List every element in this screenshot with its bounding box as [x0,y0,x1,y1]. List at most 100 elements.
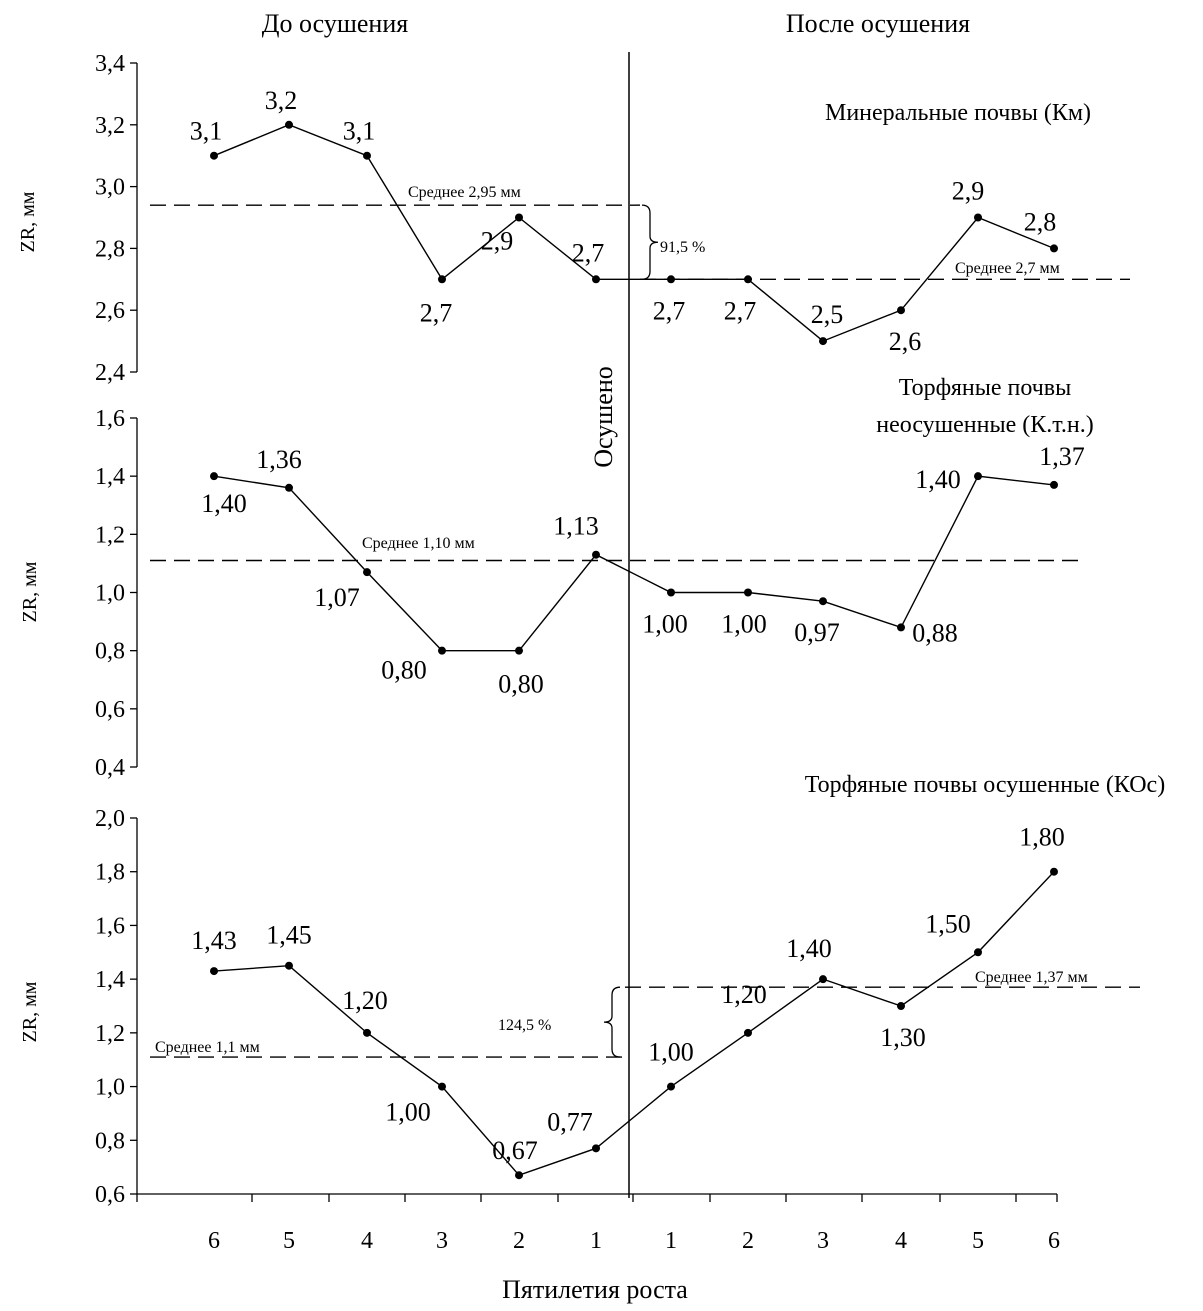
x-tick-label: 4 [361,1228,373,1254]
x-tick-label: 1 [590,1228,602,1254]
panel-2-y-tick-label: 1,0 [95,581,125,607]
panel-1-data-label: 3,1 [190,117,223,146]
panel-1-y-tick-label: 3,0 [95,175,125,201]
panel-3-data-point [592,1144,600,1153]
panel-2-data-point [897,623,905,632]
panel-3-y-tick-label: 1,0 [95,1075,125,1101]
panel-1-mean-label: Среднее 2,95 мм [408,184,521,201]
panel-3-data-label: 1,00 [385,1098,431,1127]
panel-1-data-point [210,151,218,160]
panel-3-y-tick-label: 1,2 [95,1021,125,1047]
panel-3-data-label: 1,50 [925,909,971,938]
panel-3-data-point [285,961,293,970]
panel-2-data-point [1050,480,1058,489]
panel-1-data-label: 3,2 [265,86,298,115]
panel-2-data-label: 0,88 [912,618,958,647]
panel-3-data-point [819,975,827,984]
panel-3-data-label: 1,43 [191,926,237,955]
panel-2-data-point [667,588,675,597]
panel-3-data-point [363,1028,371,1037]
panel-1-data-label: 2,7 [653,296,686,325]
panel-1-data-point [667,275,675,284]
panel-1-y-tick-label: 2,8 [95,236,125,262]
panel-3-change-brace [603,986,621,1058]
panel-2-y-tick-label: 1,4 [95,464,125,490]
x-tick-label: 1 [665,1228,677,1254]
panel-2-y-tick-label: 0,6 [95,697,125,723]
panel-1-data-point [974,213,982,222]
panel-1-y-tick-label: 2,4 [95,360,125,386]
panel-3-title: Торфяные почвы осушенные (КОс) [805,772,1165,798]
panel-3-data-label: 0,67 [492,1136,538,1165]
panel-3-y-tick-label: 1,6 [95,913,125,939]
panel-3-data-label: 1,00 [648,1038,694,1067]
panel-2-data-point [592,550,600,559]
panel-1-data-label: 2,9 [952,177,985,206]
panel-1-y-axis-label: ZR, мм [17,191,39,252]
drained-marker: Осушено [589,366,618,467]
panel-3-y-tick-label: 1,4 [95,967,125,993]
panel-3-y-tick-label: 2,0 [95,806,125,832]
panel-1-y-tick-label: 3,2 [95,113,125,139]
panel-2-y-tick-label: 0,4 [95,755,125,781]
panel-2-data-point [974,472,982,481]
panel-1-data-label: 2,7 [572,238,605,267]
panel-1-change-brace [641,204,659,280]
panel-3-data-label: 1,20 [721,980,767,1009]
x-tick-label: 6 [1048,1228,1060,1254]
panel-2-data-label: 1,40 [201,489,247,518]
x-tick-label: 6 [208,1228,220,1254]
x-tick-label: 5 [972,1228,984,1254]
panel-3-data-point [210,967,218,976]
panels-layer: 2,4 2,6 2,8 3,0 3,2 3,4 ZR, мм Минеральные почв… [17,51,1165,1254]
panel-1-data-point [515,213,523,222]
panel-1-y-tick-label: 2,6 [95,298,125,324]
panel-2-y-tick-label: 1,2 [95,522,125,548]
x-axis-label: Пятилетия роста [502,1275,688,1304]
x-tick-label: 4 [895,1228,907,1254]
panel-3-data-point [438,1082,446,1091]
panel-2-data-point [515,646,523,655]
panel-2-data-label: 0,97 [794,618,840,647]
panel-3-change-label: 124,5 % [498,1017,551,1034]
panel-1-data-point [285,120,293,129]
panel-2-title: неосушенные (К.т.н.) [876,412,1094,438]
x-tick-label: 2 [513,1228,525,1254]
panel-1-data-point [438,275,446,284]
panel-2-data-label: 1,36 [256,445,302,474]
panel-1-data-point [592,275,600,284]
panel-3-data-point [744,1028,752,1037]
panel-1-data-label: 3,1 [343,117,376,146]
panel-3-data-label: 1,20 [342,986,388,1015]
panel-3-data-label: 0,77 [547,1107,593,1136]
panel-1-y-tick-label: 3,4 [95,51,125,77]
panel-3-data-point [515,1171,523,1180]
panel-1-data-point [744,275,752,284]
x-tick-label: 3 [817,1228,829,1254]
x-tick-label: 5 [283,1228,295,1254]
panel-1-data-label: 2,9 [481,227,514,256]
panel-2-data-point [210,472,218,481]
panel-3-data-point [1050,867,1058,876]
panel-2-y-tick-label: 1,6 [95,406,125,432]
panel-2-data-label: 1,00 [721,610,767,639]
panel-2-y-axis-label: ZR, мм [19,561,41,622]
panel-3-mean-label: Среднее 1,1 мм [155,1039,260,1056]
panel-1-data-label: 2,8 [1024,207,1057,236]
panel-1-data-label: 2,7 [724,296,757,325]
panel-2-series-line [213,475,1055,652]
panel-2-data-label: 0,80 [381,656,427,685]
panel-1-data-point [1050,244,1058,253]
header-after: После осушения [786,9,970,38]
panel-2-data-point [819,597,827,606]
panel-2-data-label: 1,40 [915,465,961,494]
panel-1-data-point [819,337,827,346]
panel-3-data-point [974,948,982,957]
panel-2-data-point [363,568,371,577]
panel-3-y-axis-label: ZR, мм [19,981,41,1042]
panel-2-data-label: 1,07 [314,583,360,612]
panel-2-data-point [744,588,752,597]
x-tick-label: 2 [742,1228,754,1254]
header-before: До осушения [262,9,408,38]
